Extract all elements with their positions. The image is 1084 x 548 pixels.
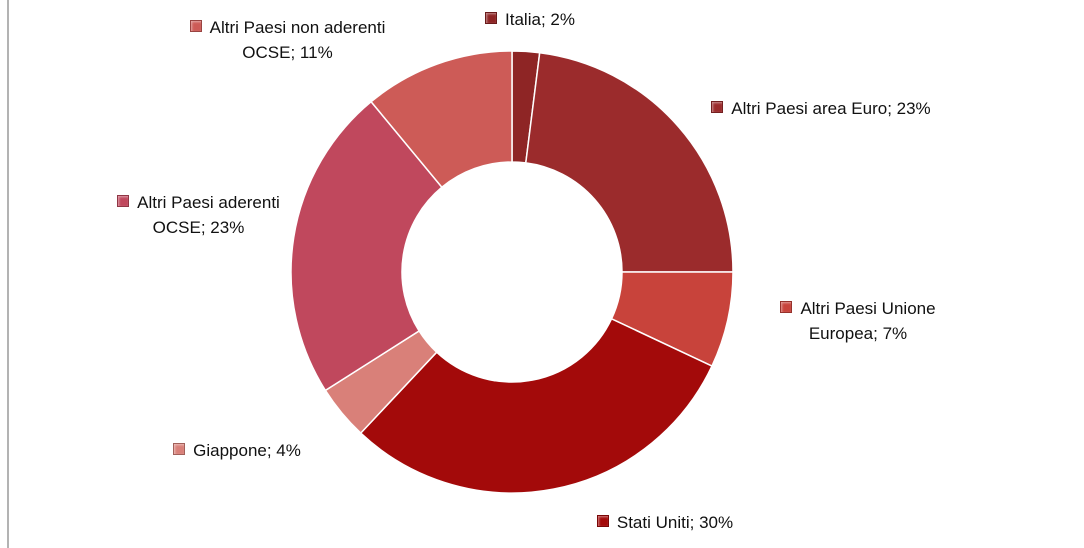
label-text: Stati Uniti; 30% bbox=[616, 513, 734, 532]
slice-label: Giappone; 4% bbox=[152, 438, 322, 463]
donut-slice bbox=[290, 100, 443, 392]
label-marker bbox=[189, 20, 202, 32]
donut-slice bbox=[359, 317, 713, 494]
label-marker bbox=[780, 301, 793, 313]
label-text: Altri Paesi aderenti OCSE; 23% bbox=[137, 193, 280, 237]
label-marker bbox=[711, 101, 724, 113]
label-text: Italia; 2% bbox=[505, 10, 575, 29]
label-marker bbox=[596, 515, 609, 527]
slice-label: Stati Uniti; 30% bbox=[570, 510, 760, 535]
label-text: Altri Paesi non aderenti OCSE; 11% bbox=[209, 18, 386, 62]
donut-slice bbox=[370, 50, 513, 189]
label-text: Altri Paesi area Euro; 23% bbox=[731, 99, 931, 118]
slice-label: Altri Paesi Unione Europea; 7% bbox=[758, 296, 958, 346]
label-marker bbox=[173, 443, 186, 455]
donut-slice bbox=[524, 51, 734, 273]
label-marker bbox=[485, 12, 498, 24]
label-text: Altri Paesi Unione Europea; 7% bbox=[800, 299, 936, 343]
slice-label: Altri Paesi aderenti OCSE; 23% bbox=[96, 190, 301, 240]
label-marker bbox=[117, 195, 130, 207]
slice-label: Altri Paesi area Euro; 23% bbox=[706, 96, 936, 121]
slice-label: Altri Paesi non aderenti OCSE; 11% bbox=[180, 15, 395, 65]
slice-label: Italia; 2% bbox=[470, 7, 590, 32]
label-text: Giappone; 4% bbox=[193, 441, 301, 460]
